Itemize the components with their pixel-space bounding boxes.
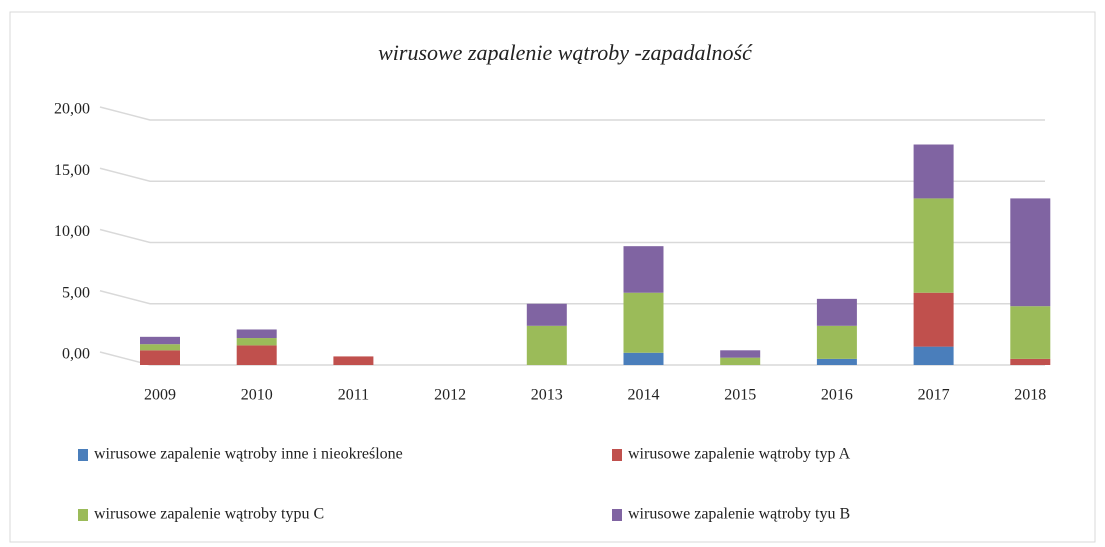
- bar-segment: [913, 346, 954, 365]
- x-tick-label: 2011: [338, 387, 369, 404]
- y-tick-label: 15,00: [54, 162, 90, 179]
- bar-segment: [526, 303, 567, 326]
- x-tick-label: 2018: [1014, 387, 1046, 404]
- y-tick-label: 5,00: [62, 284, 90, 301]
- legend-label: wirusowe zapalenie wątroby tyu B: [628, 506, 850, 523]
- grid-line: [99, 290, 1045, 305]
- legend-swatch: [612, 449, 622, 461]
- chart-title: wirusowe zapalenie wątroby -zapadalność: [378, 40, 753, 65]
- bar-segment: [623, 246, 664, 293]
- x-tick-label: 2013: [531, 387, 563, 404]
- bar-segment: [623, 352, 664, 365]
- bar-segment: [1010, 358, 1051, 365]
- legend-swatch: [78, 449, 88, 461]
- bar-segment: [913, 198, 954, 293]
- x-tick-label: 2016: [821, 387, 853, 404]
- grid-line: [99, 106, 1045, 121]
- x-tick-label: 2009: [144, 387, 176, 404]
- bar-segment: [720, 357, 761, 365]
- grid-line: [99, 228, 1045, 244]
- legend-swatch: [78, 509, 88, 521]
- bar-segment: [816, 325, 857, 359]
- x-tick-label: 2017: [918, 387, 950, 404]
- x-tick-label: 2014: [628, 387, 660, 404]
- legend-label: wirusowe zapalenie wątroby typ A: [628, 446, 851, 463]
- bar-segment: [236, 345, 277, 365]
- y-tick-label: 10,00: [54, 223, 90, 240]
- bar-segment: [526, 325, 567, 365]
- bar-segment: [140, 344, 180, 351]
- bar-segment: [1010, 306, 1051, 359]
- x-tick-label: 2012: [434, 387, 466, 404]
- bar-segment: [236, 338, 277, 346]
- legend-label: wirusowe zapalenie wątroby inne i nieokr…: [94, 446, 403, 463]
- x-tick-label: 2010: [241, 387, 273, 404]
- y-tick-label: 20,00: [54, 101, 90, 118]
- y-tick-label: 0,00: [62, 346, 90, 363]
- bar-segment: [816, 298, 857, 326]
- bar-segment: [913, 292, 954, 347]
- bar-segment: [236, 329, 277, 339]
- bar-segment: [720, 350, 761, 358]
- bar-segment: [1010, 198, 1051, 307]
- grid-line: [99, 167, 1045, 182]
- bar-segment: [623, 292, 664, 353]
- legend-swatch: [612, 509, 622, 521]
- x-tick-label: 2015: [724, 387, 756, 404]
- bar-segment: [913, 144, 954, 199]
- bar-segment: [140, 350, 180, 365]
- bar-segment: [816, 358, 857, 365]
- legend-label: wirusowe zapalenie wątroby typu C: [94, 506, 324, 523]
- bar-segment: [140, 336, 180, 345]
- bar-segment: [333, 356, 374, 365]
